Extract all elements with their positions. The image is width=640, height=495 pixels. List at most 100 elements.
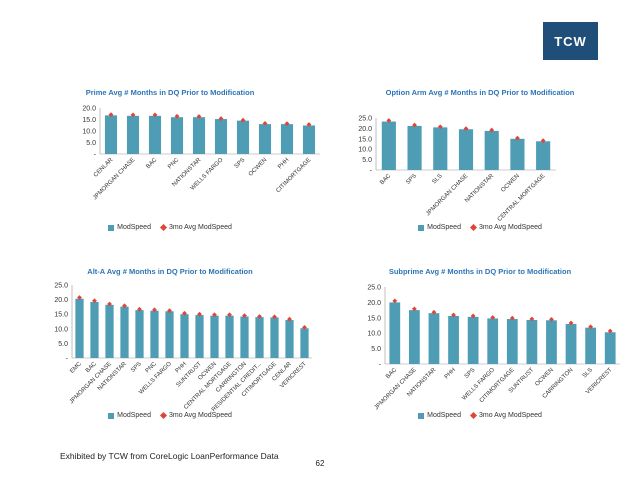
- avg-marker: [470, 313, 476, 319]
- y-tick-label: 20.0: [82, 106, 96, 113]
- legend-bar-label: ModSpeed: [117, 224, 151, 231]
- bar: [165, 311, 174, 358]
- bar: [135, 310, 144, 358]
- chart-title: Option Arm Avg # Months in DQ Prior to M…: [385, 88, 575, 97]
- legend-item-bar: ModSpeed: [418, 412, 461, 419]
- legend-item-bar: ModSpeed: [108, 224, 151, 231]
- bar: [526, 319, 538, 364]
- avg-marker: [588, 324, 594, 330]
- chart-legend: ModSpeed 3mo Avg ModSpeed: [330, 411, 630, 420]
- legend-marker-swatch: [469, 223, 478, 232]
- avg-marker: [529, 316, 535, 322]
- y-tick-label: -: [370, 168, 373, 175]
- avg-marker: [515, 135, 520, 141]
- legend-marker-swatch: [159, 411, 168, 420]
- legend-item-marker: 3mo Avg ModSpeed: [159, 223, 232, 232]
- avg-marker: [107, 301, 112, 307]
- bar: [255, 317, 264, 358]
- x-tick-label: SPS: [130, 361, 143, 374]
- legend-bar-label: ModSpeed: [427, 412, 461, 419]
- chart-title: Subprime Avg # Months in DQ Prior to Mod…: [388, 267, 572, 276]
- bar: [105, 304, 114, 358]
- bar: [510, 138, 525, 170]
- bar: [170, 117, 184, 154]
- bar: [585, 327, 597, 364]
- chart-legend: ModSpeed 3mo Avg ModSpeed: [20, 223, 320, 232]
- chart-subprime: Subprime Avg # Months in DQ Prior to Mod…: [330, 267, 630, 457]
- avg-marker: [302, 324, 307, 330]
- avg-marker: [540, 138, 546, 144]
- legend-bar-swatch: [418, 412, 425, 419]
- x-tick-label: OCWEN: [500, 173, 521, 194]
- avg-marker: [108, 112, 114, 118]
- legend-bar-label: ModSpeed: [117, 412, 151, 419]
- bar: [302, 125, 316, 154]
- footer-note: Exhibited by TCW from CoreLogic LoanPerf…: [60, 451, 279, 461]
- avg-marker: [451, 312, 456, 318]
- bar: [210, 315, 219, 358]
- legend-marker-label: 3mo Avg ModSpeed: [168, 224, 232, 231]
- x-tick-label: BAC: [385, 367, 398, 380]
- bar: [148, 115, 162, 154]
- x-tick-label: SPS: [464, 367, 477, 380]
- avg-marker: [306, 122, 312, 127]
- avg-marker: [174, 113, 180, 119]
- avg-marker: [568, 320, 574, 326]
- y-tick-label: 15.0: [358, 136, 372, 143]
- page-number: 62: [315, 459, 325, 468]
- x-tick-label: PHH: [444, 367, 457, 380]
- bar: [536, 141, 551, 170]
- y-tick-label: 10.0: [82, 129, 96, 136]
- legend-bar-swatch: [418, 224, 425, 231]
- y-tick-label: 15.0: [82, 117, 96, 124]
- bar: [300, 328, 309, 358]
- y-tick-label: 20.0: [358, 126, 372, 133]
- y-tick-label: 15.0: [54, 312, 68, 319]
- bar: [467, 316, 479, 364]
- x-tick-label: OCWEN: [248, 157, 269, 178]
- bar: [270, 317, 279, 358]
- bar: [458, 129, 474, 170]
- legend-item-marker: 3mo Avg ModSpeed: [159, 411, 232, 420]
- y-tick-label: 25.0: [367, 285, 381, 292]
- avg-marker: [509, 315, 515, 321]
- y-tick-label: 20.0: [367, 300, 381, 307]
- x-tick-label: SLS: [582, 367, 594, 379]
- x-tick-label: SPS: [234, 157, 247, 170]
- bar: [150, 310, 159, 358]
- avg-marker: [182, 310, 187, 316]
- y-tick-label: 20.0: [54, 297, 68, 304]
- avg-marker: [490, 315, 496, 320]
- avg-marker: [77, 295, 82, 300]
- x-tick-label: CENTRAL MORTGAGE: [497, 173, 547, 223]
- chart-title: Prime Avg # Months in DQ Prior to Modifi…: [85, 88, 255, 97]
- y-tick-label: 25.0: [54, 283, 68, 290]
- bar: [104, 115, 118, 154]
- x-tick-label: PHH: [277, 157, 290, 170]
- bar: [214, 119, 228, 154]
- bar: [389, 302, 401, 364]
- legend-bar-label: ModSpeed: [427, 224, 461, 231]
- y-tick-label: 10.0: [367, 331, 381, 338]
- chart-legend: ModSpeed 3mo Avg ModSpeed: [330, 223, 630, 232]
- x-tick-label: JPMORGAN CHASE: [92, 157, 136, 201]
- avg-marker: [392, 298, 398, 304]
- x-tick-label: BAC: [379, 173, 392, 186]
- bar: [407, 125, 422, 170]
- avg-marker: [287, 316, 292, 322]
- avg-marker: [197, 311, 202, 317]
- legend-marker-label: 3mo Avg ModSpeed: [478, 412, 542, 419]
- avg-marker: [284, 121, 290, 127]
- legend-marker-swatch: [469, 411, 478, 420]
- bar: [546, 320, 557, 364]
- avg-marker: [431, 309, 437, 315]
- avg-marker: [152, 307, 157, 313]
- bar: [408, 310, 420, 364]
- avg-marker: [549, 316, 554, 322]
- chart-title: Alt-A Avg # Months in DQ Prior to Modifi…: [87, 267, 253, 276]
- x-tick-label: CITIMORTGAGE: [479, 367, 516, 404]
- avg-marker: [437, 124, 443, 130]
